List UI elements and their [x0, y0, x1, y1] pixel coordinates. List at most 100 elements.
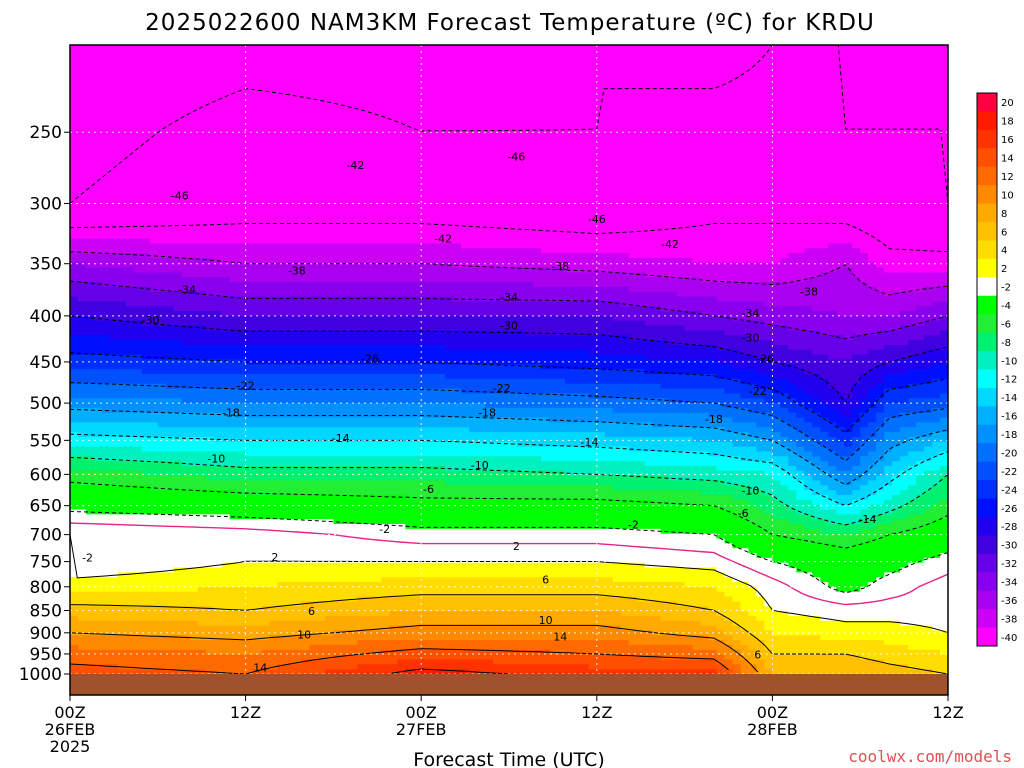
temp-cell: [349, 577, 358, 583]
temp-cell: [365, 635, 374, 641]
temp-cell: [285, 364, 295, 370]
temp-cell: [221, 262, 231, 269]
temp-cell: [253, 257, 263, 264]
temp-cell: [70, 311, 79, 317]
temp-cell: [365, 417, 374, 423]
temp-cell: [341, 586, 350, 593]
temp-cell: [317, 591, 327, 598]
temp-cell: [70, 88, 79, 94]
temp-cell: [117, 272, 127, 278]
temp-cell: [285, 170, 295, 177]
temp-cell: [181, 509, 191, 515]
temp-cell: [229, 238, 239, 244]
temp-cell: [93, 83, 103, 90]
temp-cell: [309, 553, 319, 559]
temp-cell: [197, 436, 207, 443]
temp-cell: [309, 509, 319, 515]
temp-cell: [245, 654, 255, 661]
temp-cell: [70, 330, 79, 336]
temp-cell: [229, 180, 239, 186]
temp-cell: [341, 175, 350, 182]
temp-cell: [325, 417, 334, 423]
temp-cell: [173, 93, 183, 99]
temp-cell: [261, 194, 271, 201]
temp-cell: [341, 480, 350, 486]
temp-cell: [317, 49, 327, 56]
temp-cell: [205, 54, 215, 61]
temp-cell: [325, 596, 334, 603]
temp-cell: [309, 204, 319, 211]
temp-cell: [357, 451, 366, 457]
temp-cell: [77, 209, 87, 215]
temp-cell: [253, 480, 263, 486]
temp-cell: [93, 562, 103, 569]
temp-cell: [149, 456, 159, 462]
temp-cell: [189, 611, 199, 617]
temp-cell: [141, 49, 151, 56]
temp-cell: [333, 49, 342, 56]
temp-cell: [141, 175, 151, 182]
temp-cell: [165, 620, 175, 627]
temp-cell: [269, 388, 279, 394]
temp-cell: [117, 374, 127, 380]
temp-cell: [189, 615, 199, 622]
temp-cell: [357, 88, 366, 94]
temp-cell: [189, 601, 199, 607]
temp-cell: [301, 132, 311, 138]
temp-cell: [189, 209, 199, 215]
temp-cell: [261, 654, 271, 661]
temp-cell: [357, 161, 366, 167]
temp-cell: [253, 417, 263, 423]
temp-cell: [189, 596, 199, 603]
temp-cell: [237, 374, 247, 380]
temp-cell: [173, 548, 183, 554]
temp-cell: [173, 311, 183, 317]
temp-cell: [317, 253, 327, 259]
temp-cell: [301, 224, 311, 230]
temp-cell: [125, 441, 135, 448]
temp-cell: [149, 282, 159, 288]
temp-cell: [357, 548, 366, 554]
temp-cell: [181, 620, 191, 627]
temp-cell: [93, 441, 103, 448]
temp-cell: [77, 262, 87, 269]
temp-cell: [93, 233, 103, 240]
temp-cell: [189, 586, 199, 593]
temp-cell: [357, 441, 366, 448]
temp-cell: [237, 311, 247, 317]
temp-cell: [325, 383, 334, 390]
temp-cell: [93, 640, 103, 646]
temp-cell: [189, 277, 199, 283]
temp-cell: [365, 490, 374, 496]
temp-cell: [325, 209, 334, 215]
temp-cell: [109, 74, 119, 80]
temp-cell: [85, 640, 95, 646]
temp-cell: [245, 567, 255, 573]
temp-cell: [341, 132, 350, 138]
temp-cell: [77, 330, 87, 336]
temp-cell: [365, 606, 374, 612]
temp-cell: [141, 427, 151, 433]
temp-cell: [237, 422, 247, 428]
temp-cell: [237, 112, 247, 119]
temp-cell: [357, 383, 366, 390]
temp-cell: [205, 374, 215, 380]
temp-cell: [213, 311, 223, 317]
temp-cell: [149, 224, 159, 230]
temp-cell: [70, 161, 79, 167]
temp-cell: [261, 499, 271, 506]
temp-cell: [229, 311, 239, 317]
temp-cell: [245, 456, 255, 462]
temp-cell: [269, 209, 279, 215]
temp-cell: [141, 640, 151, 646]
temp-cell: [325, 611, 334, 617]
temp-cell: [149, 228, 159, 235]
temp-cell: [349, 88, 358, 94]
temp-cell: [189, 59, 199, 65]
temp-cell: [293, 524, 303, 530]
temp-cell: [117, 519, 127, 525]
temp-cell: [325, 577, 334, 583]
temp-cell: [237, 519, 247, 525]
temp-cell: [293, 480, 303, 486]
temp-cell: [70, 45, 79, 51]
